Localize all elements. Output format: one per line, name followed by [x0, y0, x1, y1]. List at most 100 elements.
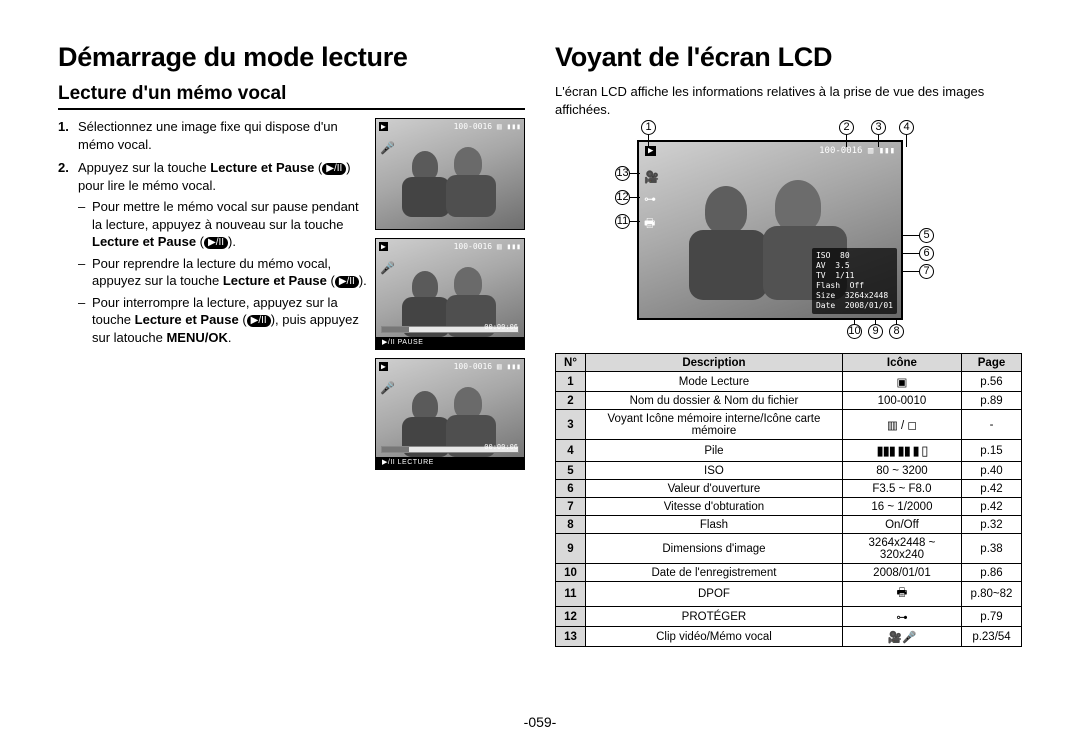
thumb-lecture: ▶ 100-0016 ▥ ▮▮▮ 🎤 00:00:06 ▶/II LECTURE [375, 358, 525, 470]
sub3-b: Lecture et Pause [135, 312, 239, 327]
table-row: 5ISO80 ~ 3200p.40 [556, 462, 1022, 480]
mic-icon: 🎤 [380, 261, 395, 275]
row-icon: On/Off [842, 516, 961, 534]
substep-1: Pour mettre le mémo vocal sur pause pend… [92, 198, 367, 251]
pause-bar: ▶/II PAUSE [376, 337, 524, 349]
row-num: 3 [556, 410, 586, 440]
row-desc: Flash [586, 516, 843, 534]
table-row: 3Voyant Icône mémoire interne/Icône cart… [556, 410, 1022, 440]
row-num: 10 [556, 564, 586, 582]
row-icon: ▥ / ◻ [842, 410, 961, 440]
video-icon: 🎥 [644, 170, 659, 184]
table-row: 6Valeur d'ouvertureF3.5 ~ F8.0p.42 [556, 480, 1022, 498]
sub1-b: Lecture et Pause [92, 234, 196, 249]
left-subtitle: Lecture d'un mémo vocal [58, 83, 525, 110]
row-num: 12 [556, 607, 586, 627]
table-row: 9Dimensions d'image3264x2448 ~ 320x240p.… [556, 534, 1022, 564]
row-icon: 16 ~ 1/2000 [842, 498, 961, 516]
row-desc: Pile [586, 440, 843, 462]
th-desc: Description [586, 354, 843, 372]
sub3-d: MENU/OK [166, 330, 227, 345]
row-num: 11 [556, 582, 586, 607]
row-icon: ▣ [842, 372, 961, 392]
play-pause-icon: ▶/II [247, 315, 271, 327]
row-num: 5 [556, 462, 586, 480]
callout-4: 4 [899, 120, 914, 135]
table-row: 4Pile▮▮▮ ▮▮ ▮ ▯p.15 [556, 440, 1022, 462]
step-2-number: 2. [58, 159, 69, 177]
row-page: p.80~82 [962, 582, 1022, 607]
callout-12: 12 [615, 190, 630, 205]
row-desc: Dimensions d'image [586, 534, 843, 564]
right-title: Voyant de l'écran LCD [555, 42, 1022, 73]
sub1-a: Pour mettre le mémo vocal sur pause pend… [92, 199, 359, 232]
row-icon: ▮▮▮ ▮▮ ▮ ▯ [842, 440, 961, 462]
th-page: Page [962, 354, 1022, 372]
row-page: p.79 [962, 607, 1022, 627]
row-icon: 3264x2448 ~ 320x240 [842, 534, 961, 564]
row-page: - [962, 410, 1022, 440]
row-num: 8 [556, 516, 586, 534]
row-page: p.32 [962, 516, 1022, 534]
dpof-icon: 🖶 [644, 214, 659, 235]
callout-7: 7 [919, 264, 934, 279]
row-num: 6 [556, 480, 586, 498]
row-page: p.23/54 [962, 627, 1022, 647]
file-counter: 100-0016 ▥ ▮▮▮ [454, 122, 521, 131]
play-mode-icon: ▶ [379, 362, 388, 371]
row-num: 2 [556, 392, 586, 410]
page-number: -059- [524, 714, 557, 730]
lcd-file-counter: 100-0016 ▥ ▮▮▮ [819, 146, 895, 156]
row-page: p.15 [962, 440, 1022, 462]
thumb-pause: ▶ 100-0016 ▥ ▮▮▮ 🎤 00:00:06 ▶/II PAUSE [375, 238, 525, 350]
step-2-text-c: pour lire le mémo vocal. [78, 178, 216, 193]
lcd-diagram: ▶ 100-0016 ▥ ▮▮▮ 🎥 ⊶ 🖶 ISO 80 AV 3.5 TV … [585, 126, 1005, 341]
table-row: 11DPOF🖶p.80~82 [556, 582, 1022, 607]
row-desc: Date de l'enregistrement [586, 564, 843, 582]
row-page: p.40 [962, 462, 1022, 480]
playback-time: 00:00:06 [484, 443, 518, 451]
row-page: p.42 [962, 498, 1022, 516]
row-desc: Mode Lecture [586, 372, 843, 392]
row-desc: Valeur d'ouverture [586, 480, 843, 498]
row-desc: Clip vidéo/Mémo vocal [586, 627, 843, 647]
left-column: Démarrage du mode lecture Lecture d'un m… [58, 42, 525, 682]
callout-13: 13 [615, 166, 630, 181]
lecture-bar: ▶/II LECTURE [376, 457, 524, 469]
step-2-bold: Lecture et Pause [210, 160, 314, 175]
row-desc: Nom du dossier & Nom du fichier [586, 392, 843, 410]
row-page: p.38 [962, 534, 1022, 564]
th-num: N° [556, 354, 586, 372]
sub2-b: Lecture et Pause [223, 273, 327, 288]
callout-10: 10 [847, 324, 862, 339]
callout-11: 11 [615, 214, 630, 229]
mic-icon: 🎤 [380, 381, 395, 395]
play-mode-icon: ▶ [379, 122, 388, 131]
substeps: Pour mettre le mémo vocal sur pause pend… [78, 198, 367, 346]
play-pause-icon: ▶/II [335, 276, 359, 288]
row-desc: DPOF [586, 582, 843, 607]
protect-icon: ⊶ [644, 192, 659, 206]
row-icon: F3.5 ~ F8.0 [842, 480, 961, 498]
row-num: 13 [556, 627, 586, 647]
right-intro: L'écran LCD affiche les informations rel… [555, 83, 1022, 118]
callout-9: 9 [868, 324, 883, 339]
row-num: 9 [556, 534, 586, 564]
thumbnail-stack: ▶ 100-0016 ▥ ▮▮▮ 🎤 ▶ 100-0016 ▥ ▮▮▮ 🎤 0 [375, 118, 525, 470]
play-mode-icon: ▶ [379, 242, 388, 251]
row-page: p.86 [962, 564, 1022, 582]
row-desc: PROTÉGER [586, 607, 843, 627]
callout-8: 8 [889, 324, 904, 339]
substep-2: Pour reprendre la lecture du mémo vocal,… [92, 255, 367, 290]
row-icon: 100-0010 [842, 392, 961, 410]
callout-1: 1 [641, 120, 656, 135]
substep-3: Pour interrompre la lecture, appuyez sur… [92, 294, 367, 347]
th-icon: Icône [842, 354, 961, 372]
right-column: Voyant de l'écran LCD L'écran LCD affich… [555, 42, 1022, 682]
lcd-left-icons: 🎥 ⊶ 🖶 [644, 170, 659, 235]
step-2-text-a: Appuyez sur la touche [78, 160, 210, 175]
row-num: 4 [556, 440, 586, 462]
row-num: 7 [556, 498, 586, 516]
row-num: 1 [556, 372, 586, 392]
lcd-play-icon: ▶ [645, 146, 656, 156]
